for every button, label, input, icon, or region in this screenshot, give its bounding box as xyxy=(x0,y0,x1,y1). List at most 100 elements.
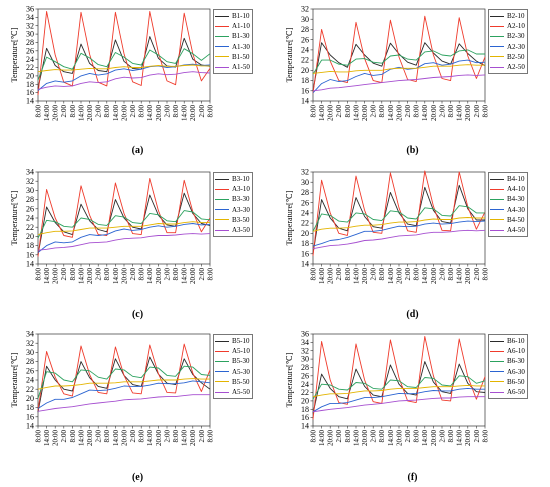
y-tick-label-f: 26 xyxy=(301,371,309,380)
series-line-a6-30 xyxy=(312,387,485,413)
legend-entry-b2-50: B2-50 xyxy=(490,52,525,62)
legend-entry-a2-50: A2-50 xyxy=(490,62,525,72)
series-line-b2-30 xyxy=(312,49,485,75)
series-line-b3-10 xyxy=(37,192,211,255)
legend-label: A6-10 xyxy=(507,347,525,356)
x-tick-label-a: 14:00 xyxy=(181,105,189,121)
legend-swatch xyxy=(490,15,504,17)
x-tick-label-f: 20:00 xyxy=(327,430,335,446)
series-line-a4-30 xyxy=(312,220,486,247)
legend-entry-b6-10: B6-10 xyxy=(490,336,525,346)
y-tick-label-d: 20 xyxy=(301,229,309,238)
x-tick-label-f: 2:00 xyxy=(370,430,378,443)
legend-label: B1-50 xyxy=(232,52,250,61)
y-tick-label-d: 32 xyxy=(301,168,309,177)
y-axis-label-d: Temperature[℃] xyxy=(285,190,294,245)
legend-swatch xyxy=(490,56,504,58)
y-tick-label-a: 28 xyxy=(26,38,34,47)
x-tick-label-f: 14:00 xyxy=(318,430,326,446)
legend-swatch xyxy=(490,350,504,352)
x-tick-label-c: 20:00 xyxy=(120,268,128,284)
y-tick-label-f: 14 xyxy=(301,422,309,431)
y-tick-label-c: 18 xyxy=(26,241,34,250)
series-line-b5-10 xyxy=(37,356,211,413)
legend-swatch xyxy=(490,219,504,221)
y-tick-label-e: 34 xyxy=(26,330,34,339)
x-tick-label-e: 2:00 xyxy=(198,430,206,443)
legend-entry-b1-30: B1-30 xyxy=(215,31,250,41)
series-line-a2-50 xyxy=(312,74,486,92)
x-tick-label-a: 20:00 xyxy=(86,105,94,121)
legend-swatch xyxy=(490,46,504,48)
y-tick-label-c: 14 xyxy=(26,260,34,269)
legend-label: B1-30 xyxy=(232,32,250,41)
series-line-a4-50 xyxy=(312,229,486,250)
y-tick-label-f: 32 xyxy=(301,346,309,355)
legend-swatch xyxy=(490,25,504,27)
x-tick-label-f: 8:00 xyxy=(309,430,317,443)
x-tick-label-f: 8:00 xyxy=(344,430,352,443)
x-tick-label-c: 8:00 xyxy=(138,268,146,281)
x-tick-label-f: 8:00 xyxy=(481,430,489,443)
legend-swatch xyxy=(215,178,229,180)
legend-entry-b1-50: B1-50 xyxy=(215,52,250,62)
legend-label: A6-30 xyxy=(507,367,525,376)
y-tick-label-b: 32 xyxy=(301,5,309,14)
x-tick-label-f: 20:00 xyxy=(430,430,438,446)
legend-entry-b5-50: B5-50 xyxy=(215,377,250,387)
x-tick-label-b: 14:00 xyxy=(387,105,395,121)
x-tick-label-d: 8:00 xyxy=(413,268,421,281)
legend-entry-a6-30: A6-30 xyxy=(490,367,525,377)
x-tick-label-d: 20:00 xyxy=(361,268,369,284)
legend-label: B3-30 xyxy=(232,195,250,204)
chart-caption-b: (b) xyxy=(406,145,419,156)
x-tick-label-a: 8:00 xyxy=(103,105,111,118)
x-tick-label-f: 2:00 xyxy=(404,430,412,443)
legend-label: A5-30 xyxy=(232,367,250,376)
x-tick-label-d: 8:00 xyxy=(309,268,317,281)
series-line-a3-10 xyxy=(37,177,211,257)
y-tick-label-e: 26 xyxy=(26,366,34,375)
y-tick-label-d: 28 xyxy=(301,188,309,197)
chart-panel-b: 14 16 18 20 22 24 26 28 30 32 8:00 14:00 20:00 2:00 8:… xyxy=(275,0,550,162)
legend-swatch xyxy=(215,219,229,221)
x-tick-label-b: 2:00 xyxy=(473,105,481,118)
y-tick-label-c: 32 xyxy=(26,177,34,186)
legend-swatch xyxy=(215,188,229,190)
x-tick-label-b: 2:00 xyxy=(370,105,378,118)
y-tick-label-b: 20 xyxy=(301,66,309,75)
series-line-b6-50 xyxy=(312,384,485,398)
y-tick-label-e: 24 xyxy=(26,376,34,385)
x-tick-label-d: 2:00 xyxy=(438,268,446,281)
legend-label: A1-30 xyxy=(232,42,250,51)
x-tick-label-e: 8:00 xyxy=(69,430,77,443)
x-tick-label-e: 2:00 xyxy=(163,430,171,443)
legend-swatch xyxy=(490,391,504,393)
legend-label: A3-30 xyxy=(232,205,250,214)
y-tick-label-b: 30 xyxy=(301,15,309,24)
x-tick-label-a: 14:00 xyxy=(112,105,120,121)
legend-label: B5-30 xyxy=(232,357,250,366)
x-tick-label-f: 2:00 xyxy=(335,430,343,443)
x-tick-label-a: 8:00 xyxy=(206,105,214,118)
legend-entry-a4-10: A4-10 xyxy=(490,184,525,194)
legend-label: B2-50 xyxy=(507,52,525,61)
x-tick-label-d: 14:00 xyxy=(352,268,360,284)
y-tick-label-a: 20 xyxy=(26,72,34,81)
x-tick-label-d: 2:00 xyxy=(335,268,343,281)
legend-swatch xyxy=(215,56,229,58)
x-tick-label-b: 8:00 xyxy=(344,105,352,118)
x-tick-label-c: 8:00 xyxy=(206,268,214,281)
y-tick-label-a: 32 xyxy=(26,21,34,30)
y-tick-label-b: 14 xyxy=(301,97,309,106)
x-tick-label-d: 8:00 xyxy=(447,268,455,281)
legend-label: A3-10 xyxy=(232,185,250,194)
y-tick-label-c: 26 xyxy=(26,204,34,213)
x-tick-label-d: 8:00 xyxy=(344,268,352,281)
series-line-b1-50 xyxy=(37,64,210,73)
y-tick-label-e: 18 xyxy=(26,403,34,412)
x-tick-label-b: 14:00 xyxy=(352,105,360,121)
legend-label: A2-50 xyxy=(507,63,525,72)
x-tick-label-a: 8:00 xyxy=(172,105,180,118)
